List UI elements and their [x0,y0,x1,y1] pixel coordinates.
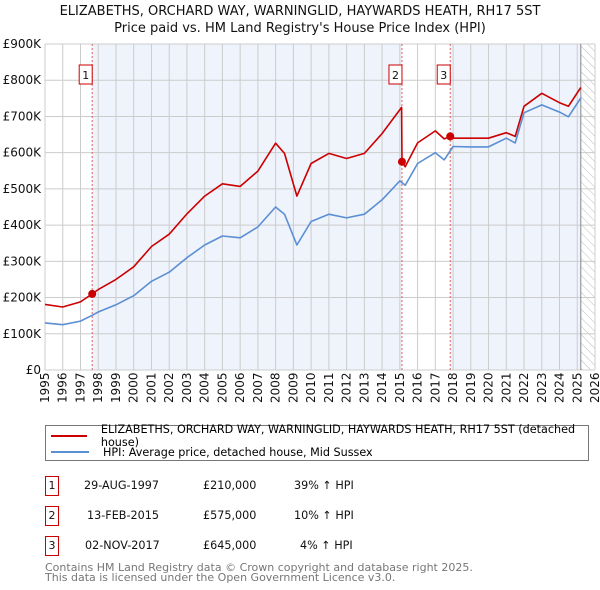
x-tick-label: 2024 [553,372,567,403]
x-tick-label: 2017 [428,372,442,403]
x-tick-label: 2014 [375,372,389,403]
x-tick-label: 2008 [269,372,283,403]
sale-hpi-diff: 4% ↑ HPI [300,539,353,552]
x-tick-label: 2004 [198,372,212,403]
legend-item-property: ELIZABETHS, ORCHARD WAY, WARNINGLID, HAY… [46,423,588,449]
legend-swatch-property [51,435,87,437]
legend-swatch-hpi [51,451,89,453]
sale-label: 2 [392,69,399,82]
x-tick-label: 2020 [482,372,496,403]
sale-point [446,132,455,141]
legend: ELIZABETHS, ORCHARD WAY, WARNINGLID, HAY… [45,423,589,461]
chart-title: ELIZABETHS, ORCHARD WAY, WARNINGLID, HAY… [59,4,541,19]
y-tick-label: £800K [3,73,43,87]
footer-copyright: Contains HM Land Registry data © Crown c… [45,561,473,574]
sale-label: 3 [440,69,447,82]
x-tick-label: 1997 [73,372,87,403]
x-tick-label: 2012 [340,372,354,403]
x-tick-label: 1998 [91,372,105,403]
sale-label-box [78,64,93,85]
legend-label-property: ELIZABETHS, ORCHARD WAY, WARNINGLID, HAY… [100,423,576,449]
x-tick-label: 1995 [38,372,52,403]
x-tick-label: 2013 [357,372,371,403]
x-tick-label: 2019 [464,372,478,403]
y-tick-label: £500K [3,182,43,196]
sale-hpi-diff: 39% ↑ HPI [294,479,354,492]
sale-price: £575,000 [203,509,257,522]
x-tick-label: 2010 [304,372,318,403]
x-tick-label: 2007 [251,372,265,403]
sale-date: 13-FEB-2015 [87,509,159,522]
y-tick-label: £400K [3,218,43,232]
x-tick-label: 2023 [535,372,549,403]
sale-badge: 3 [45,536,59,556]
footer-licence: This data is licensed under the Open Gov… [45,571,396,584]
legend-item-hpi: HPI: Average price, detached house, Mid … [46,444,373,460]
sale-date: 29-AUG-1997 [84,479,160,492]
x-tick-label: 2015 [393,372,407,403]
sale-point [88,289,97,298]
sale-date: 02-NOV-2017 [85,539,160,552]
x-tick-label: 2026 [588,372,600,403]
x-tick-label: 1999 [109,372,123,403]
price-chart: 1995 1996 1997 1998 1999 2000 2001 2002 2003 2004… [3,37,600,403]
y-tick-label: £600K [3,146,43,160]
property-price-line [44,87,582,308]
x-tick-label: 2000 [127,372,141,403]
y-tick-label: £700K [3,109,43,123]
x-tick-label: 2011 [322,372,336,403]
x-tick-label: 2002 [162,372,176,403]
sale-label-box [388,64,403,85]
sale-hpi-diff: 10% ↑ HPI [294,509,354,522]
y-tick-label: £200K [3,291,43,305]
y-tick-label: £900K [3,37,43,51]
x-tick-label: 2018 [446,372,460,403]
x-tick-label: 2016 [411,372,425,403]
y-tick-label: £300K [3,254,43,268]
x-tick-label: 2001 [144,372,158,403]
future-hatch [580,44,595,370]
x-tick-label: 2025 [570,372,584,403]
x-tick-label: 2022 [517,372,531,403]
sale-badge: 2 [45,506,59,526]
chart-subtitle: Price paid vs. HM Land Registry's House … [114,21,486,36]
x-tick-label: 2009 [286,372,300,403]
y-tick-label: £0 [26,363,41,377]
x-tick-label: 2005 [215,372,229,403]
sale-label: 1 [82,69,89,82]
sale-label-box [436,64,451,85]
x-tick-label: 2021 [499,372,513,403]
sale-badge: 1 [45,476,59,496]
x-tick-label: 1996 [56,372,70,403]
ownership-shade-1 [92,44,402,370]
hpi-line [44,97,582,326]
x-tick-label: 2006 [233,372,247,403]
sale-price: £645,000 [203,539,257,552]
sale-point [397,157,406,166]
ownership-shade-2 [450,44,581,370]
y-tick-label: £100K [3,327,43,341]
sale-price: £210,000 [203,479,257,492]
legend-label-hpi: HPI: Average price, detached house, Mid … [103,445,373,459]
x-tick-label: 2003 [180,372,194,403]
